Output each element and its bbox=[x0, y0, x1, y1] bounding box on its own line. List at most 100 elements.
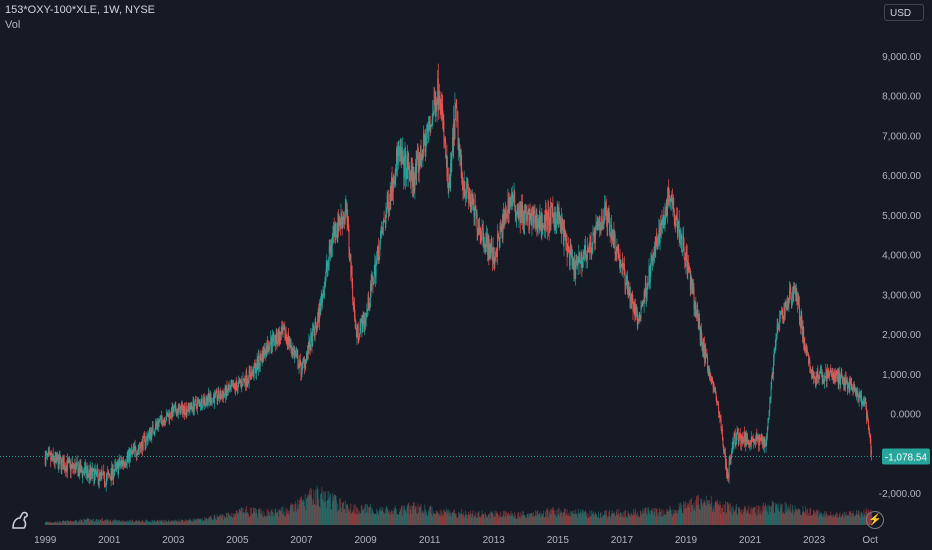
volume-bar bbox=[113, 519, 115, 525]
candle-body bbox=[294, 352, 296, 358]
candle-body bbox=[289, 343, 291, 345]
volume-bar bbox=[833, 515, 835, 525]
volume-bar bbox=[569, 515, 570, 525]
candle-body bbox=[354, 317, 356, 322]
candle-body bbox=[110, 468, 112, 481]
volume-bar bbox=[686, 502, 688, 525]
volume-bar bbox=[271, 508, 273, 525]
candle-body bbox=[478, 227, 480, 233]
volume-bar bbox=[296, 508, 298, 525]
volume-bar bbox=[98, 519, 100, 525]
volume-bar bbox=[466, 518, 468, 525]
volume-bar bbox=[320, 494, 322, 525]
candle-body bbox=[290, 340, 292, 349]
volume-bar bbox=[483, 514, 485, 525]
candle-body bbox=[132, 447, 134, 451]
volume-bar bbox=[219, 516, 221, 525]
volume-bar bbox=[90, 520, 92, 525]
volume-bar bbox=[560, 510, 562, 525]
lightning-icon[interactable]: ⚡ bbox=[866, 511, 884, 529]
volume-bar bbox=[395, 509, 397, 525]
candle-body bbox=[786, 305, 787, 307]
candle-body bbox=[334, 223, 336, 235]
candle-body bbox=[505, 206, 507, 214]
candle-body bbox=[655, 238, 657, 249]
volume-bar bbox=[358, 510, 360, 525]
volume-bar bbox=[190, 519, 192, 525]
candle-body bbox=[225, 386, 227, 399]
volume-bar bbox=[685, 508, 687, 525]
volume-bar bbox=[551, 507, 553, 525]
volume-bar bbox=[186, 521, 188, 525]
candle-body bbox=[803, 344, 805, 346]
candle-body bbox=[850, 383, 852, 385]
volume-bar bbox=[249, 507, 251, 525]
volume-bar bbox=[212, 519, 214, 525]
volume-bar bbox=[574, 514, 576, 525]
volume-bar bbox=[606, 518, 608, 525]
volume-bar bbox=[718, 506, 720, 525]
candle-body bbox=[65, 465, 67, 472]
volume-bar bbox=[424, 508, 426, 525]
volume-bar bbox=[690, 512, 692, 525]
candle-body bbox=[665, 207, 667, 212]
volume-bar bbox=[472, 517, 474, 525]
candle-body bbox=[633, 304, 635, 311]
candle-body bbox=[284, 327, 286, 339]
candle-body bbox=[710, 377, 712, 379]
volume-bar bbox=[296, 511, 298, 525]
volume-bar bbox=[826, 518, 828, 525]
volume-bar bbox=[524, 516, 526, 525]
volume-bar bbox=[321, 486, 323, 525]
volume-bar bbox=[161, 519, 163, 525]
candle-body bbox=[140, 447, 142, 453]
candle-body bbox=[583, 254, 585, 260]
candle-body bbox=[178, 407, 180, 409]
volume-bar bbox=[114, 519, 116, 525]
volume-bar bbox=[518, 518, 520, 525]
candle-body bbox=[265, 345, 267, 357]
candle-body bbox=[548, 225, 550, 230]
candle-body bbox=[166, 412, 168, 414]
candle-body bbox=[745, 435, 747, 445]
volume-bar bbox=[523, 515, 525, 525]
volume-bar bbox=[514, 515, 516, 525]
volume-bar bbox=[865, 511, 867, 525]
candle-body bbox=[275, 335, 277, 344]
candle-body bbox=[744, 432, 746, 442]
symbol-title[interactable]: 153*OXY-100*XLE, 1W, NYSE bbox=[5, 4, 156, 16]
candle-body bbox=[754, 441, 756, 444]
candle-body bbox=[353, 303, 355, 306]
candle-body bbox=[795, 288, 797, 296]
volume-bar bbox=[333, 496, 334, 525]
candle-body bbox=[838, 373, 840, 379]
volume-bar bbox=[453, 509, 455, 525]
candle-body bbox=[365, 313, 367, 320]
volume-bar bbox=[736, 513, 738, 525]
currency-selector[interactable]: USD bbox=[884, 4, 924, 21]
volume-bar bbox=[397, 514, 399, 525]
volume-bar bbox=[401, 506, 403, 525]
volume-bar bbox=[622, 515, 623, 525]
volume-bar bbox=[131, 520, 133, 525]
candle-body bbox=[758, 436, 760, 446]
candle-body bbox=[189, 408, 191, 411]
tradingview-logo-icon[interactable] bbox=[10, 508, 34, 530]
candle-body bbox=[461, 172, 463, 179]
candle-body bbox=[405, 154, 407, 180]
candle-body bbox=[338, 222, 340, 232]
volume-bar bbox=[65, 520, 67, 525]
candle-body bbox=[692, 285, 694, 290]
candle-body bbox=[97, 473, 99, 484]
volume-bar bbox=[461, 508, 463, 525]
volume-bar bbox=[479, 516, 481, 525]
candle-body bbox=[44, 457, 46, 465]
candle-body bbox=[440, 108, 442, 113]
candle-body bbox=[325, 277, 327, 285]
volume-bar bbox=[447, 510, 448, 525]
volume-bar bbox=[317, 489, 319, 525]
candle-body bbox=[128, 449, 130, 455]
volume-indicator-label[interactable]: Vol bbox=[5, 19, 21, 31]
volume-bar bbox=[576, 514, 578, 525]
